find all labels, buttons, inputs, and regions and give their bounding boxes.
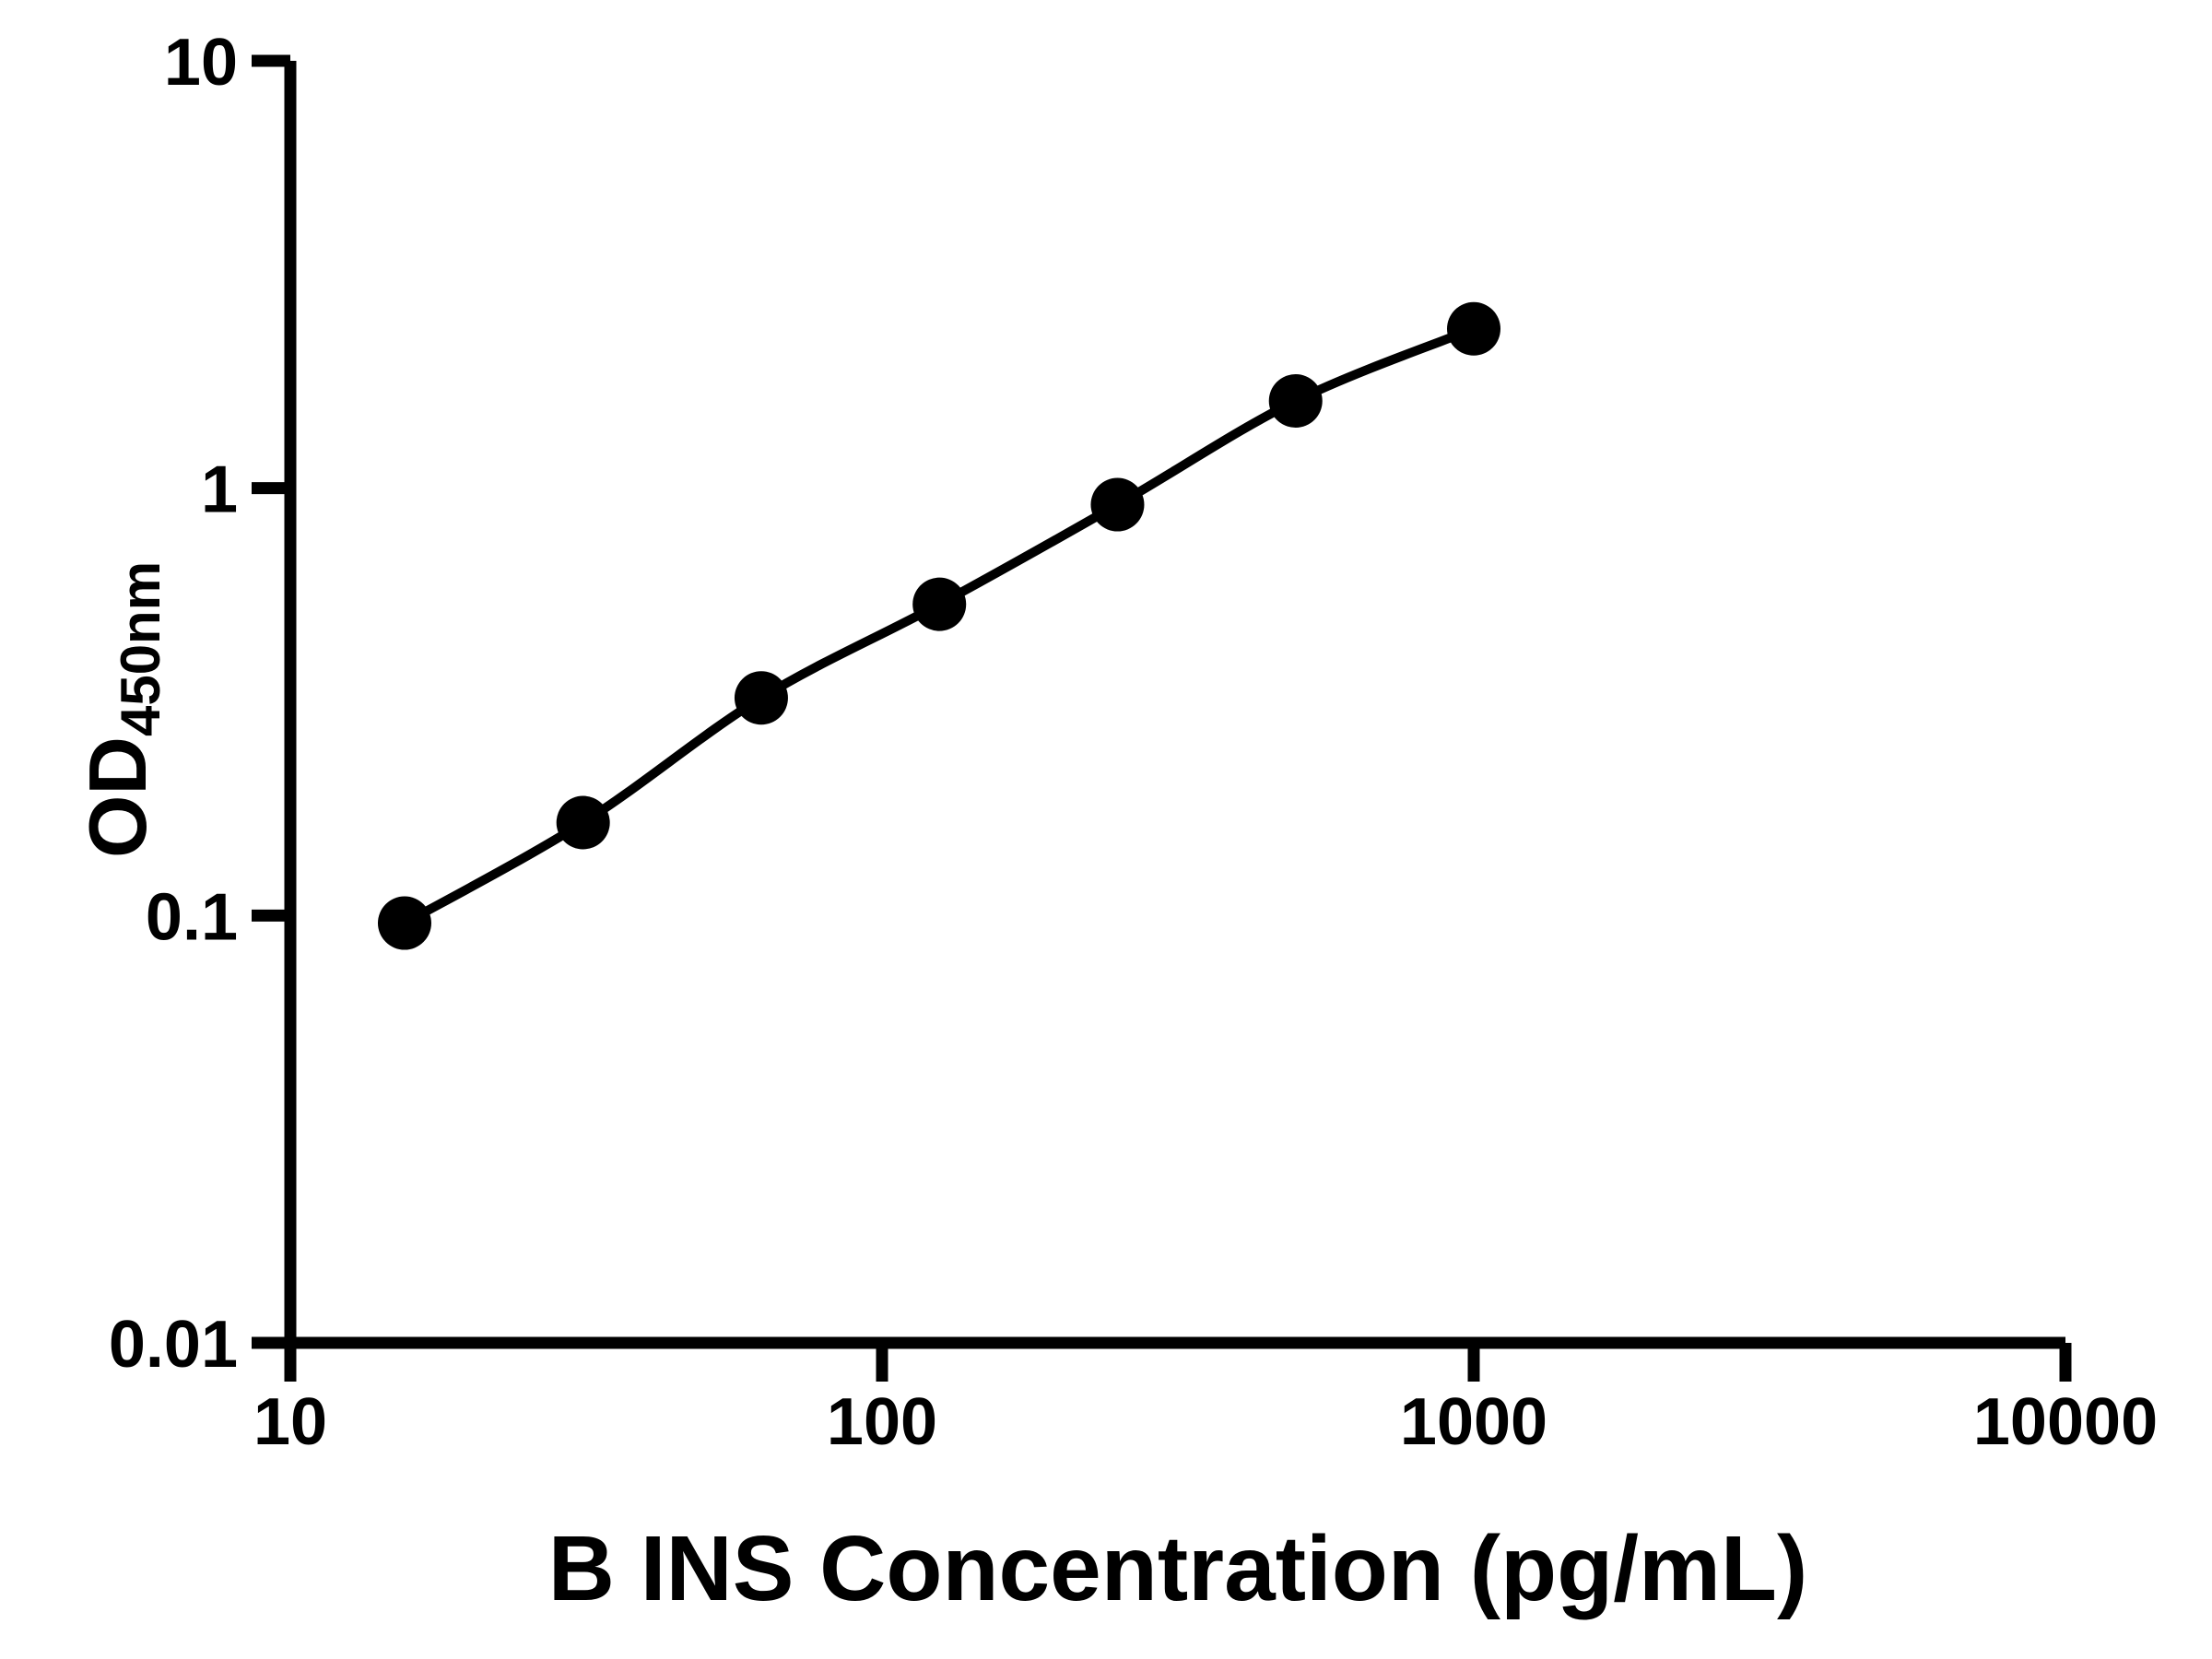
data-point: [912, 577, 967, 631]
data-point: [377, 896, 431, 950]
y-tick-label: 0.1: [146, 880, 238, 954]
y-tick-label: 10: [164, 26, 238, 100]
y-axis-title-subscript: 450nm: [110, 561, 171, 736]
y-axis-title: OD450nm: [72, 561, 171, 858]
x-tick-label: 10000: [1973, 1385, 2158, 1459]
x-tick-label: 1000: [1400, 1385, 1547, 1459]
data-point: [1090, 477, 1145, 532]
data-point: [556, 795, 610, 850]
tick-labels: 0.01 0.1 1 10 10 100 1000 10000: [109, 26, 2158, 1459]
axes: [252, 54, 2072, 1382]
y-tick-label: 1: [201, 453, 238, 527]
data-point: [734, 671, 788, 725]
y-axis-title-main: OD: [72, 736, 163, 858]
data-point: [1268, 374, 1323, 429]
axis-line: [284, 60, 2065, 1349]
x-tick-label: 10: [253, 1385, 327, 1459]
x-tick-label: 100: [827, 1385, 937, 1459]
x-axis-title: B INS Concentration (pg/mL): [548, 1517, 1808, 1620]
data-points: [377, 301, 1500, 950]
data-point: [1447, 301, 1500, 356]
y-tick-label: 0.01: [109, 1308, 238, 1382]
